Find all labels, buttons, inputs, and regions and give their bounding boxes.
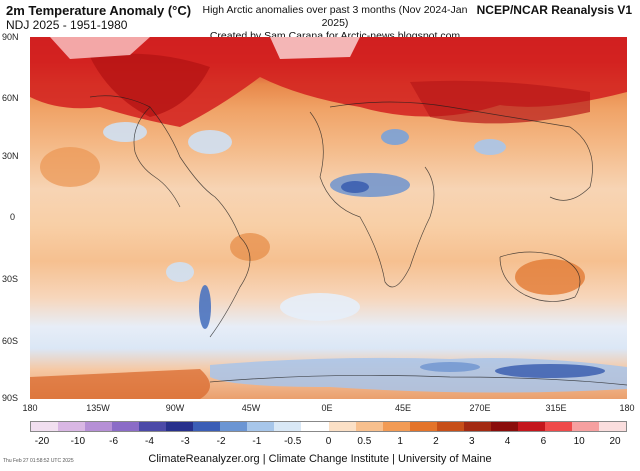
colorbar-swatch: [166, 422, 194, 431]
colorbar-label: -3: [180, 436, 190, 447]
colorbar-label: 3: [468, 436, 475, 447]
colorbar-label: -10: [70, 436, 86, 447]
colorbar-swatch: [112, 422, 140, 431]
lat-label-0: 0: [10, 212, 16, 222]
colorbar-label: 0.5: [357, 436, 372, 447]
lat-label-60n: 60N: [2, 93, 19, 103]
colorbar-swatch: [571, 422, 599, 431]
lat-label-60s: 60S: [2, 336, 19, 346]
colorbar-swatch: [301, 422, 329, 431]
colorbar-swatch: [598, 422, 627, 431]
colorbar-swatch: [220, 422, 248, 431]
colorbar-swatch: [193, 422, 221, 431]
colorbar-swatch: [85, 422, 113, 431]
lon-label-45w: 45W: [241, 403, 261, 413]
colorbar-labels: -20 -10 -6 -4 -3 -2 -1 -0.5 0 0.5 1 2 3 4 6 10 20: [30, 436, 627, 448]
colorbar-label: 20: [609, 436, 621, 447]
lat-label-30n: 30N: [2, 151, 19, 161]
colorbar-label: -4: [144, 436, 154, 447]
dataset-label: NCEP/NCAR Reanalysis V1: [476, 3, 632, 17]
colorbar-swatch: [274, 422, 302, 431]
colorbar-swatch: [409, 422, 437, 431]
map-subtitle: NDJ 2025 - 1951-1980: [6, 18, 128, 32]
lat-label-30s: 30S: [2, 274, 19, 284]
colorbar-label: -20: [34, 436, 50, 447]
colorbar-label: -0.5: [284, 436, 302, 447]
timestamp: Thu Feb 27 01:58:52 UTC 2025: [3, 458, 74, 464]
colorbar-swatch: [58, 422, 86, 431]
lon-label-90w: 90W: [165, 403, 185, 413]
lon-label-0e: 0E: [321, 403, 333, 413]
colorbar-swatch: [355, 422, 383, 431]
colorbar-label: 4: [504, 436, 511, 447]
footer-credits: ClimateReanalyzer.org | Climate Change I…: [148, 453, 492, 465]
colorbar-label: 0: [325, 436, 332, 447]
anomaly-map-graphic: [30, 37, 627, 399]
colorbar-swatch: [490, 422, 518, 431]
map-title: 2m Temperature Anomaly (°C): [6, 3, 192, 18]
lat-label-90s: 90S: [2, 393, 19, 403]
lon-label-270e: 270E: [469, 403, 491, 413]
colorbar-swatch: [463, 422, 491, 431]
lon-label-45e: 45E: [394, 403, 412, 413]
colorbar-swatch: [544, 422, 572, 431]
colorbar-swatch: [328, 422, 356, 431]
header-note: High Arctic anomalies over past 3 months…: [202, 4, 468, 29]
colorbar-label: -1: [252, 436, 262, 447]
lon-label-315e: 315E: [545, 403, 567, 413]
header-left: 2m Temperature Anomaly (°C) NDJ 2025 - 1…: [6, 3, 191, 32]
colorbar-swatch: [382, 422, 410, 431]
colorbar-swatch: [31, 422, 59, 431]
colorbar-label: 6: [540, 436, 547, 447]
colorbar: [30, 421, 627, 432]
colorbar-label: -6: [109, 436, 119, 447]
colorbar-swatch: [247, 422, 275, 431]
anomaly-map: [30, 37, 627, 399]
colorbar-swatch: [139, 422, 167, 431]
lat-label-90n: 90N: [2, 32, 19, 42]
lon-label-180w: 180: [22, 403, 38, 413]
colorbar-swatch: [436, 422, 464, 431]
colorbar-swatch: [517, 422, 545, 431]
colorbar-label: 10: [573, 436, 585, 447]
colorbar-label: 1: [397, 436, 403, 447]
colorbar-label: 2: [433, 436, 439, 447]
lon-label-135w: 135W: [86, 403, 110, 413]
lon-label-180e: 180: [619, 403, 635, 413]
colorbar-label: -2: [216, 436, 226, 447]
